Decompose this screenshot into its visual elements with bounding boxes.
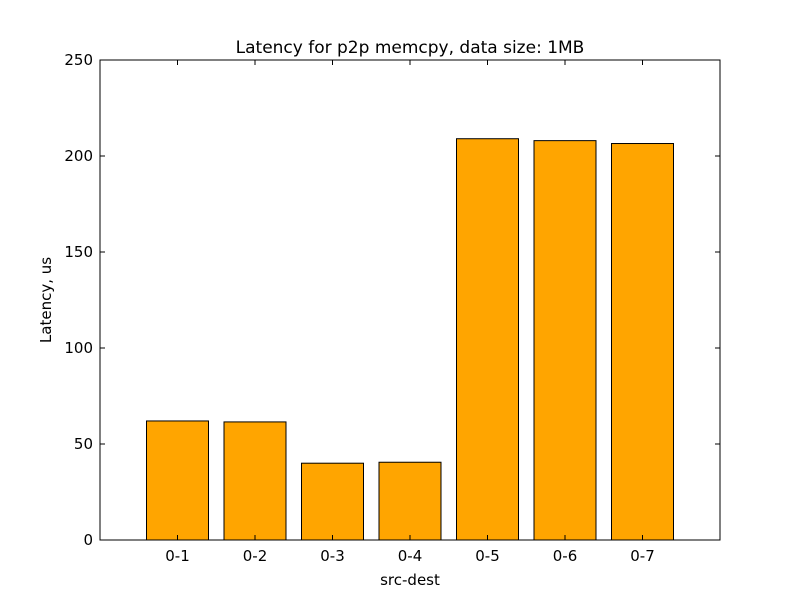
- y-tick-label: 50: [74, 435, 93, 453]
- x-tick-label: 0-7: [630, 547, 655, 565]
- chart-title: Latency for p2p memcpy, data size: 1MB: [236, 38, 585, 58]
- y-axis-label: Latency, us: [37, 257, 55, 343]
- bar-0-5: [456, 138, 519, 541]
- bar-0-7: [611, 143, 674, 541]
- bar-0-4: [378, 461, 442, 541]
- y-tick-label: 250: [64, 51, 93, 69]
- y-axis: 0 50 100 150 200 250: [64, 51, 720, 549]
- x-tick-label: 0-3: [320, 547, 345, 565]
- y-tick-label: 150: [64, 243, 93, 261]
- bar-0-6: [533, 140, 597, 541]
- y-tick-label: 100: [64, 339, 93, 357]
- x-tick-label: 0-1: [165, 547, 190, 565]
- y-tick-label: 200: [64, 147, 93, 165]
- y-tick-label: 0: [83, 531, 93, 549]
- x-axis-label: src-dest: [380, 571, 440, 589]
- x-tick-label: 0-5: [475, 547, 500, 565]
- bar-0-3: [301, 462, 364, 541]
- x-tick-label: 0-2: [243, 547, 268, 565]
- bars-group: [146, 138, 674, 541]
- plot-frame: [99, 59, 721, 541]
- x-axis: 0-1 0-2 0-3 0-4 0-5 0-6 0-7: [165, 60, 655, 565]
- x-tick-label: 0-6: [553, 547, 578, 565]
- x-tick-label: 0-4: [398, 547, 423, 565]
- bar-0-2: [223, 421, 287, 541]
- bar-0-1: [146, 420, 209, 541]
